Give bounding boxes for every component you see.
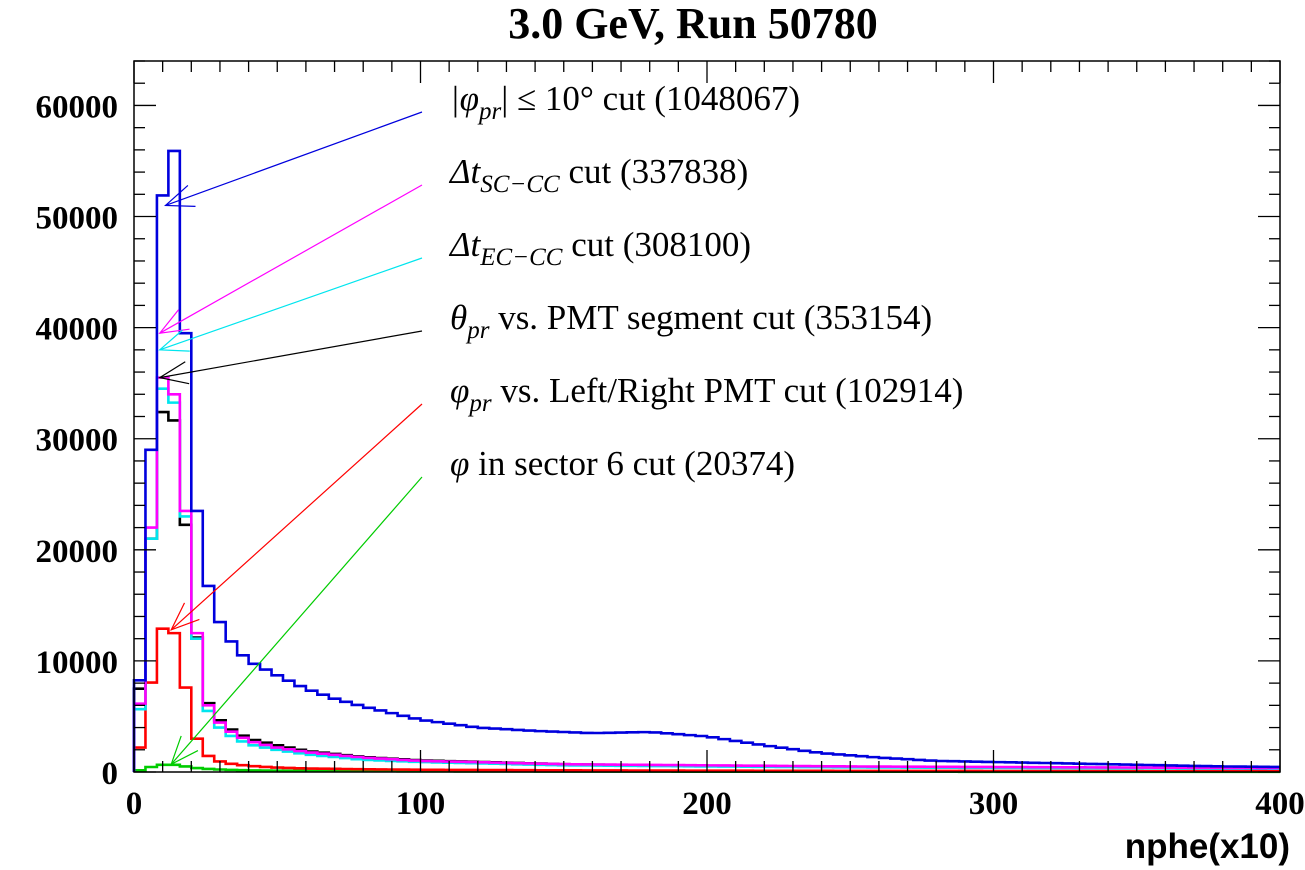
legend-arrows: [158, 111, 423, 766]
chart-title: 3.0 GeV, Run 50780: [508, 0, 878, 48]
legend-entry-6: φ in sector 6 cut (20374): [450, 444, 795, 483]
x-tick-label: 300: [969, 786, 1019, 822]
legend-arrow-4: [159, 330, 423, 379]
legend-entry-2: ΔtSC−CC cut (337838): [448, 152, 748, 198]
y-tick-label: 20000: [36, 534, 119, 570]
legend-arrowhead-4: [158, 361, 190, 385]
legend-entry-4: θpr vs. PMT segment cut (353154): [450, 298, 932, 344]
legend-arrow-2: [159, 184, 423, 334]
y-tick-label: 0: [102, 756, 119, 792]
legend-entry-1: |φpr| ≤ 10° cut (1048067): [450, 79, 800, 125]
legend-arrow-5: [170, 403, 423, 631]
x-tick-label: 0: [126, 786, 143, 822]
legend-entry-5: φpr vs. Left/Right PMT cut (102914): [450, 371, 963, 417]
x-tick-label: 100: [396, 786, 446, 822]
legend-arrowhead-3: [158, 329, 190, 352]
histogram-series-1: [132, 149, 1280, 772]
y-tick-label: 60000: [36, 89, 119, 125]
axis-layer: 0 100 200 300 400 0 10000 20000 30000 40000 50000 6…: [36, 60, 1305, 822]
y-tick-label: 40000: [36, 312, 119, 348]
x-axis-label: nphe(x10): [1125, 827, 1290, 866]
legend-arrow-6: [170, 476, 423, 765]
y-tick-label: 50000: [36, 201, 119, 237]
legend: |φpr| ≤ 10° cut (1048067) ΔtSC−CC cut (33…: [448, 79, 963, 483]
x-tick-label: 400: [1255, 786, 1305, 822]
legend-entry-3: ΔtEC−CC cut (308100): [448, 225, 751, 271]
histogram-series-2: [132, 376, 1280, 772]
x-tick-label: 200: [682, 786, 732, 822]
legend-arrowhead-6: [170, 735, 199, 766]
legend-arrowhead-5: [170, 602, 200, 631]
legend-arrowhead-1: [163, 184, 196, 207]
legend-arrowhead-2: [158, 309, 190, 334]
y-tick-label: 10000: [36, 645, 119, 681]
legend-arrow-3: [159, 257, 423, 351]
y-tick-label: 30000: [36, 423, 119, 459]
legend-arrow-1: [165, 111, 423, 206]
